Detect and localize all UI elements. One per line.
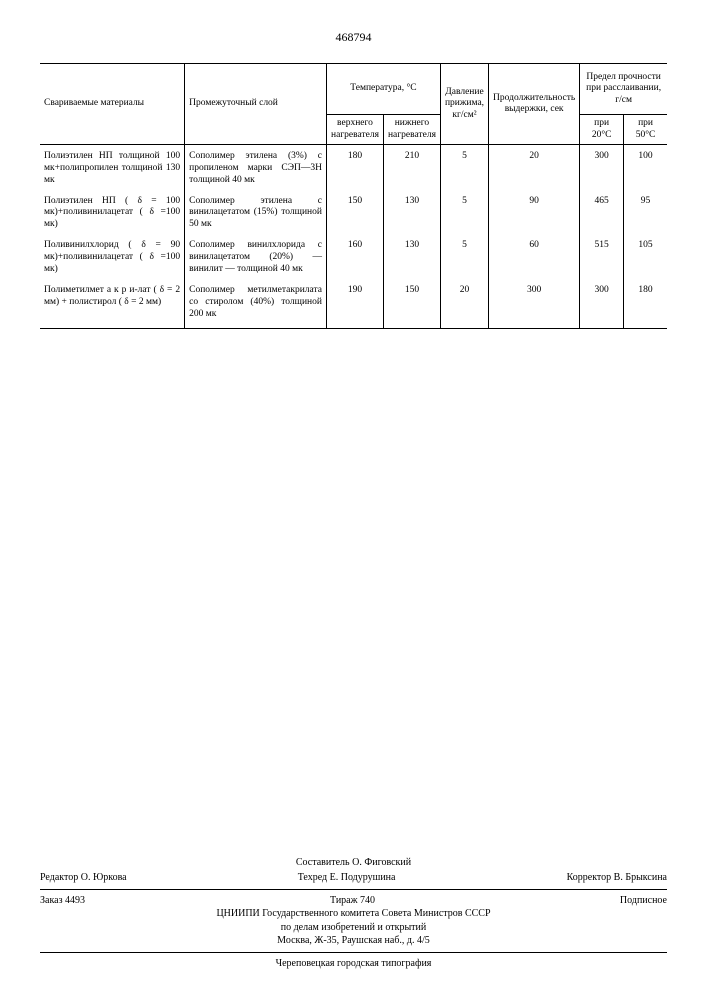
footer-corrector: Корректор В. Брыксина [567,871,667,885]
cell-d: 90 [489,190,580,235]
cell-d: 20 [489,144,580,189]
table-row: Полиэтилен НП ( δ = 100 мк)+поливинилаце… [40,190,667,235]
header-duration: Продолжительность выдержки, сек [489,64,580,145]
cell-s20: 465 [580,190,624,235]
header-pressure: Давление прижима, кг/см² [440,64,488,145]
cell-materials: Поливинилхлорид ( δ = 90 мк)+поливинилац… [40,234,185,279]
cell-d: 300 [489,279,580,329]
table-row: Полиэтилен НП толщиной 100 мк+полипропил… [40,144,667,189]
cell-layer: Сополимер винилхлорида с винилацетатом (… [185,234,327,279]
cell-s50: 100 [624,144,667,189]
cell-s20: 515 [580,234,624,279]
footer-techred: Техред Е. Подурушина [127,871,567,885]
cell-t1: 180 [326,144,383,189]
cell-layer: Сополимер метилметакрилата со стиролом (… [185,279,327,329]
cell-layer: Сополимер этилена с винилацетатом (15%) … [185,190,327,235]
cell-materials: Полиметилмет а к р и-лат ( δ = 2 мм) + п… [40,279,185,329]
document-number: 468794 [40,30,667,45]
cell-t1: 150 [326,190,383,235]
footer-compiler: Составитель О. Фиговский [40,856,667,870]
footer-org: ЦНИИПИ Государственного комитета Совета … [40,907,667,921]
header-strength-group: Предел прочности при расслаивании, г/см [580,64,667,115]
header-temp-group: Температура, °С [326,64,440,115]
cell-p: 5 [440,144,488,189]
cell-materials: Полиэтилен НП ( δ = 100 мк)+поливинилаце… [40,190,185,235]
cell-d: 60 [489,234,580,279]
cell-t2: 130 [383,234,440,279]
header-temp-upper: верхнего нагревателя [326,115,383,145]
footer-editor: Редактор О. Юркова [40,871,127,885]
cell-s50: 180 [624,279,667,329]
cell-p: 5 [440,234,488,279]
header-materials: Свариваемые материалы [40,64,185,145]
cell-s20: 300 [580,279,624,329]
cell-t1: 160 [326,234,383,279]
table-row: Поливинилхлорид ( δ = 90 мк)+поливинилац… [40,234,667,279]
cell-t1: 190 [326,279,383,329]
data-table: Свариваемые материалы Промежуточный слой… [40,63,667,329]
header-at20: при 20°С [580,115,624,145]
cell-s20: 300 [580,144,624,189]
cell-p: 20 [440,279,488,329]
footer-block: Составитель О. Фиговский Редактор О. Юрк… [40,856,667,971]
cell-p: 5 [440,190,488,235]
header-temp-lower: нижнего нагревателя [383,115,440,145]
header-at50: при 50°С [624,115,667,145]
table-row: Полиметилмет а к р и-лат ( δ = 2 мм) + п… [40,279,667,329]
footer-dept: по делам изобретений и открытий [40,921,667,935]
footer-addr: Москва, Ж-35, Раушская наб., д. 4/5 [40,934,667,948]
footer-tirage: Тираж 740 [85,894,620,908]
cell-materials: Полиэтилен НП толщиной 100 мк+полипропил… [40,144,185,189]
cell-t2: 150 [383,279,440,329]
header-layer: Промежуточный слой [185,64,327,145]
cell-layer: Сополимер этилена (3%) с пропиленом марк… [185,144,327,189]
cell-s50: 105 [624,234,667,279]
cell-t2: 210 [383,144,440,189]
cell-t2: 130 [383,190,440,235]
footer-order: Заказ 4493 [40,894,85,908]
footer-print: Череповецкая городская типография [40,957,667,971]
cell-s50: 95 [624,190,667,235]
footer-sub: Подписное [620,894,667,908]
